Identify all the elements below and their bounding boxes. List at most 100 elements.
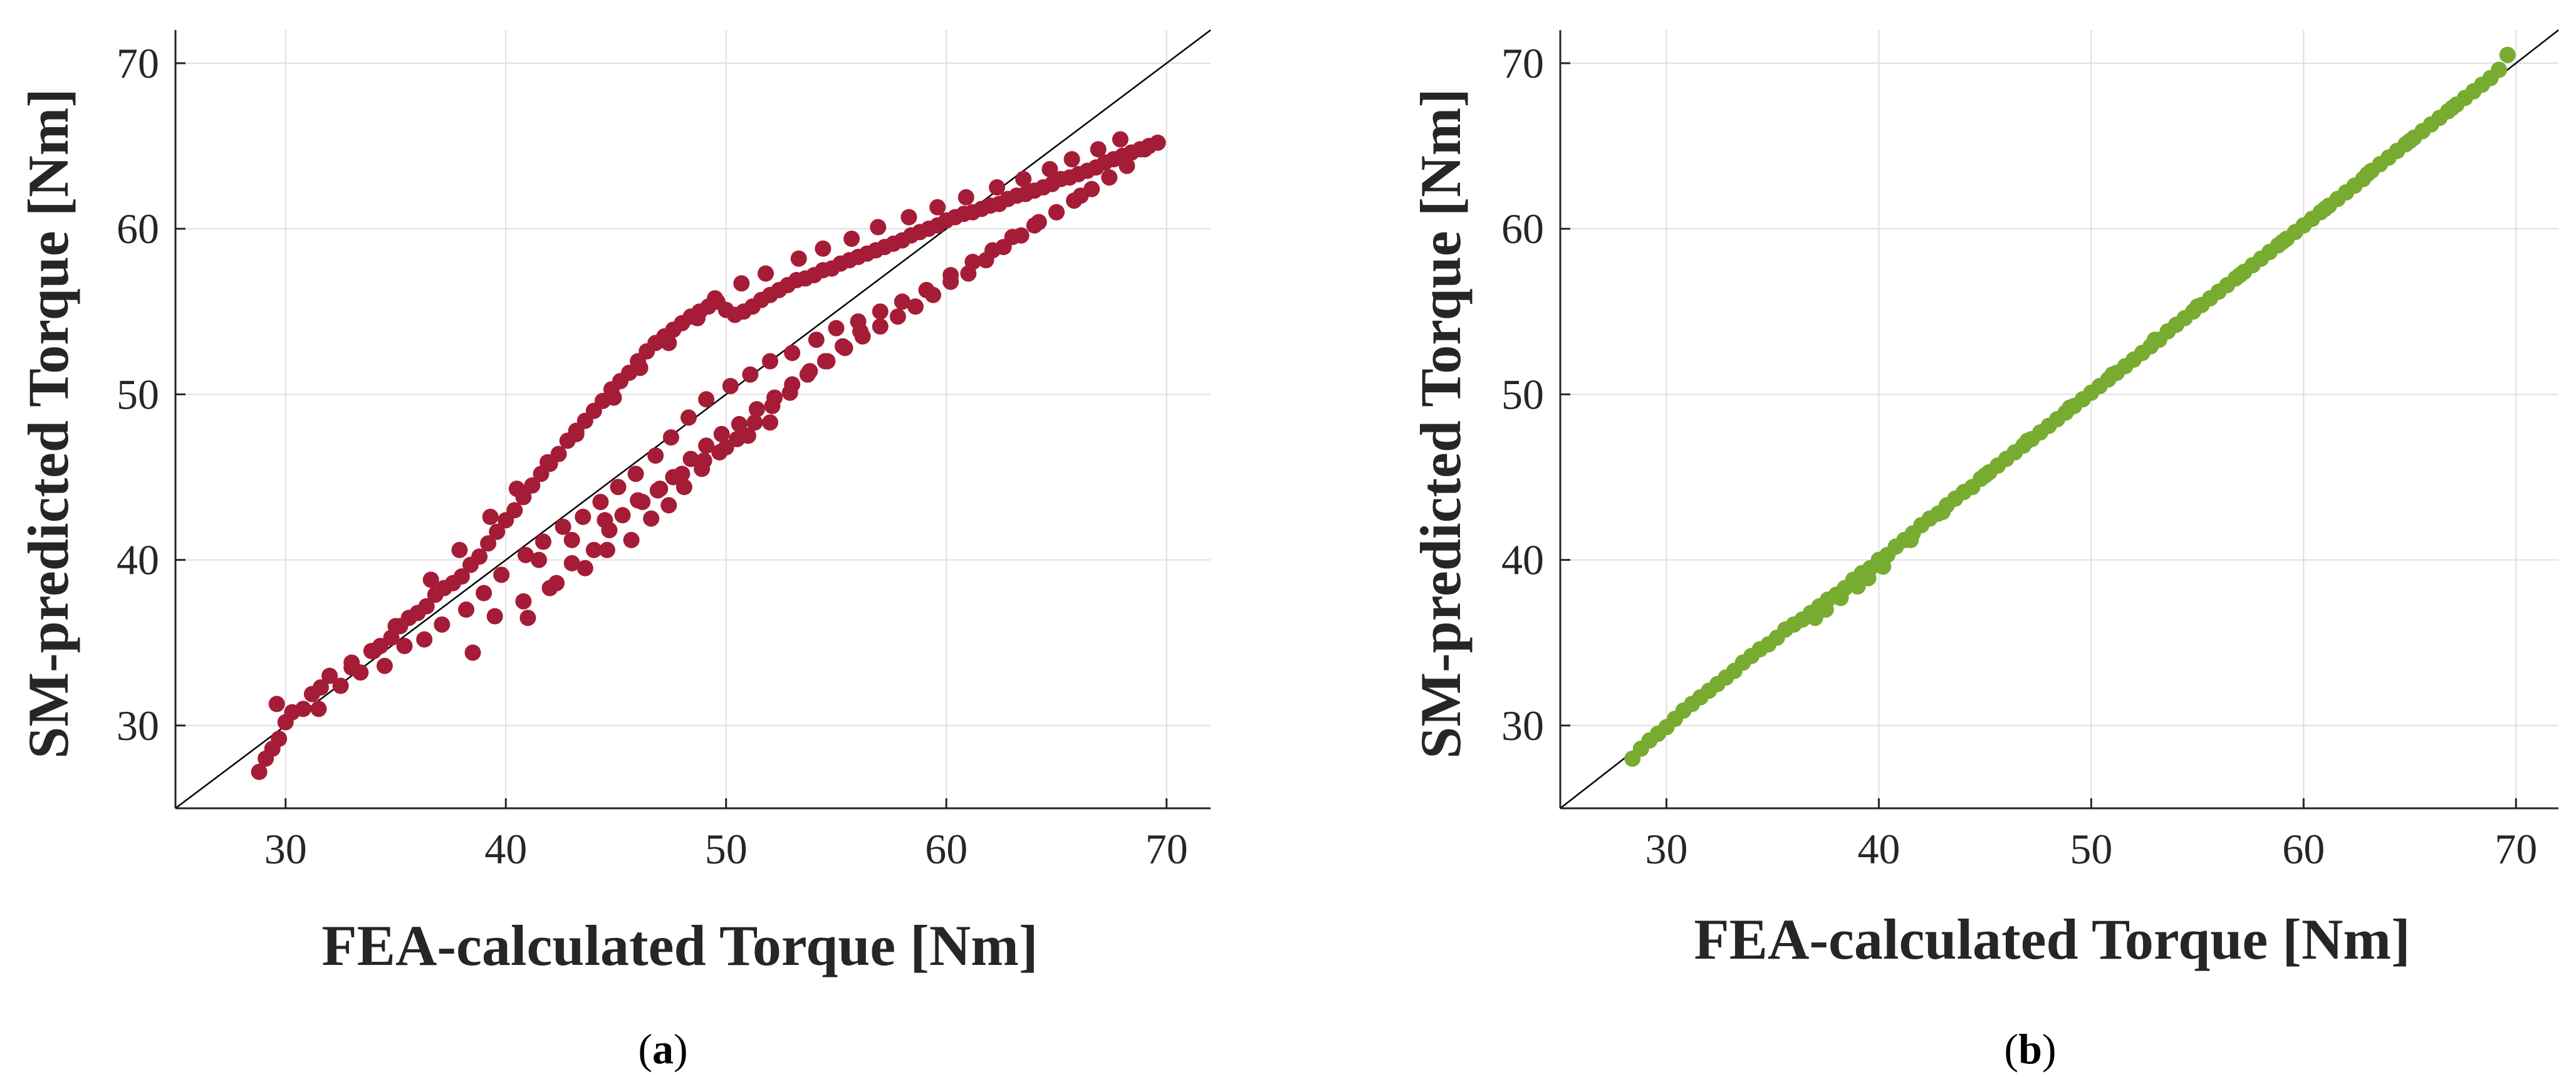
data-points <box>251 131 1166 780</box>
y-axis-label: SM-predicted Torque [Nm] <box>1409 88 1473 759</box>
data-point <box>517 546 534 563</box>
data-point <box>764 397 781 414</box>
data-point <box>555 518 571 535</box>
data-point <box>2499 46 2516 63</box>
data-point <box>1041 161 1058 177</box>
x-tick-label: 70 <box>2495 825 2537 873</box>
data-point <box>643 510 660 527</box>
data-point <box>1030 214 1047 231</box>
data-point <box>614 507 631 524</box>
data-point <box>418 598 435 615</box>
data-point <box>762 414 778 431</box>
data-point <box>758 265 774 282</box>
data-point <box>733 275 750 292</box>
data-point <box>343 659 360 676</box>
data-point <box>295 701 311 717</box>
y-tick-label: 60 <box>117 205 159 253</box>
caption-open: ( <box>2004 1025 2018 1073</box>
data-point <box>870 219 887 236</box>
data-point <box>271 731 288 747</box>
data-point <box>894 293 910 310</box>
data-point <box>1015 170 1032 187</box>
x-axis-label: FEA-calculated Torque [Nm] <box>321 914 1038 977</box>
panel-caption-a: (a) <box>638 1025 687 1073</box>
data-point <box>660 335 677 352</box>
y-axis-label: SM-predicted Torque [Nm] <box>16 88 80 759</box>
y-tick-label: 30 <box>1501 702 1544 749</box>
x-tick-label: 60 <box>925 825 967 873</box>
caption-open: ( <box>638 1025 652 1073</box>
data-point <box>1048 204 1065 221</box>
data-point <box>889 308 906 325</box>
data-point <box>1013 227 1030 244</box>
data-point <box>707 290 724 307</box>
data-point <box>451 541 468 558</box>
panel-caption-b: (b) <box>2004 1025 2056 1073</box>
data-point <box>396 638 413 654</box>
y-tick-label: 60 <box>1501 205 1544 253</box>
data-point <box>808 331 825 348</box>
x-tick-label: 60 <box>2282 825 2325 873</box>
axes <box>174 30 1211 810</box>
y-tick-label: 50 <box>117 370 159 418</box>
data-point <box>907 298 924 315</box>
tick-labels: 30 40 50 60 70 30 40 50 60 70 <box>117 39 1188 873</box>
data-point <box>647 447 664 464</box>
data-point <box>524 477 541 494</box>
data-point <box>332 677 349 694</box>
data-point <box>815 240 832 257</box>
data-points <box>1624 46 2516 767</box>
data-point <box>376 657 393 674</box>
data-point <box>563 555 580 571</box>
data-point <box>515 593 532 610</box>
data-point <box>535 533 551 550</box>
x-tick-label: 40 <box>484 825 527 873</box>
data-point <box>790 250 807 267</box>
data-point <box>630 492 647 509</box>
x-axis-label: FEA-calculated Torque [Nm] <box>1694 907 2410 971</box>
data-point <box>989 179 1006 195</box>
data-point <box>458 601 474 618</box>
data-point <box>2019 432 2036 449</box>
data-point <box>2104 366 2121 383</box>
y-tick-label: 30 <box>117 702 159 749</box>
x-tick-label: 30 <box>1645 825 1687 873</box>
y-tick-label: 50 <box>1501 370 1544 418</box>
data-point <box>627 466 644 482</box>
data-point <box>872 318 889 335</box>
data-point <box>835 338 851 355</box>
data-point <box>748 401 765 418</box>
x-tick-label: 30 <box>264 825 307 873</box>
data-point <box>519 610 536 627</box>
data-point <box>2491 61 2508 78</box>
data-point <box>585 541 602 558</box>
data-point <box>2147 331 2163 348</box>
data-point <box>489 523 506 540</box>
data-point <box>605 389 622 406</box>
data-point <box>675 479 692 496</box>
data-point <box>681 409 697 426</box>
data-point <box>1101 169 1118 186</box>
x-tick-label: 50 <box>705 825 748 873</box>
data-point <box>422 571 439 588</box>
data-point <box>652 481 669 497</box>
data-point <box>957 189 974 206</box>
x-tick-label: 40 <box>1857 825 1900 873</box>
data-point <box>476 585 493 602</box>
data-point <box>717 439 734 456</box>
y-tick-label: 70 <box>117 39 159 87</box>
scatter-plot-panel-b: 30 40 50 60 70 30 40 50 60 70 FEA-calculated Torq… <box>1409 29 2559 1073</box>
data-point <box>1902 531 1919 548</box>
data-point <box>698 437 715 454</box>
data-point <box>416 631 433 648</box>
data-point <box>1875 558 1892 575</box>
data-point <box>453 568 470 585</box>
data-point <box>2317 201 2334 217</box>
data-point <box>852 323 869 340</box>
x-tick-label: 50 <box>2070 825 2112 873</box>
data-point <box>493 566 510 583</box>
data-point <box>251 763 268 780</box>
data-point <box>698 391 715 408</box>
data-point <box>568 425 585 442</box>
